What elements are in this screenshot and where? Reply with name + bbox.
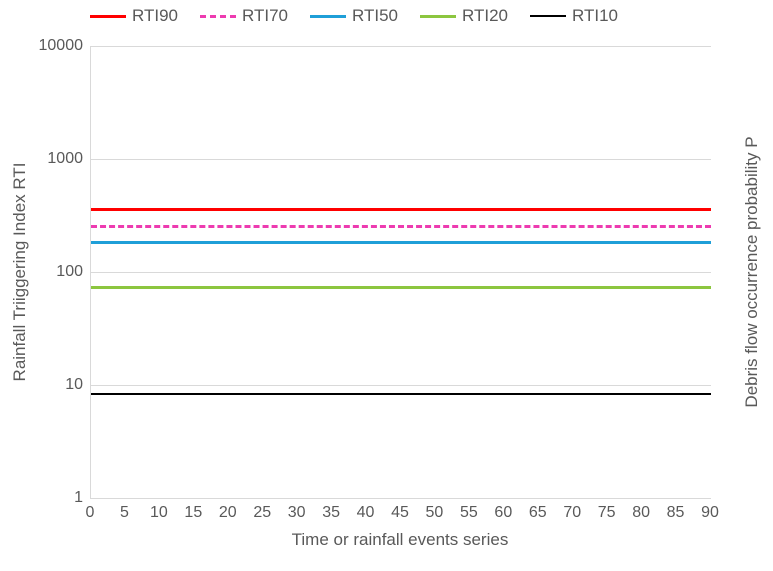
x-tick-label: 5 <box>109 504 139 522</box>
y-tick-label: 10 <box>33 376 83 394</box>
x-tick-label: 30 <box>282 504 312 522</box>
legend-label: RTI90 <box>132 6 178 26</box>
x-tick-label: 50 <box>419 504 449 522</box>
legend-item-RTI70: RTI70 <box>200 6 288 26</box>
legend-label: RTI50 <box>352 6 398 26</box>
x-tick-label: 15 <box>178 504 208 522</box>
legend-label: RTI20 <box>462 6 508 26</box>
gridline <box>91 498 711 499</box>
series-RTI70 <box>91 225 711 228</box>
y-tick-label: 100 <box>33 263 83 281</box>
x-tick-label: 10 <box>144 504 174 522</box>
x-tick-label: 75 <box>592 504 622 522</box>
gridline <box>91 159 711 160</box>
x-tick-label: 45 <box>385 504 415 522</box>
legend-item-RTI20: RTI20 <box>420 6 508 26</box>
legend-item-RTI10: RTI10 <box>530 6 618 26</box>
legend-label: RTI10 <box>572 6 618 26</box>
legend-item-RTI50: RTI50 <box>310 6 398 26</box>
series-RTI90 <box>91 208 711 211</box>
legend: RTI90 RTI70 RTI50 RTI20 RTI10 <box>90 6 710 26</box>
y-axis-label-right: Debris flow occurrence probability P <box>742 136 762 407</box>
x-tick-label: 40 <box>351 504 381 522</box>
y-axis-label-left: Rainfall Triiggering Index RTI <box>10 163 30 382</box>
series-RTI20 <box>91 286 711 289</box>
legend-swatch <box>90 15 126 18</box>
gridline <box>91 385 711 386</box>
legend-item-RTI90: RTI90 <box>90 6 178 26</box>
x-tick-label: 35 <box>316 504 346 522</box>
x-tick-label: 65 <box>523 504 553 522</box>
x-tick-label: 90 <box>695 504 725 522</box>
series-RTI10 <box>91 393 711 395</box>
y-tick-label: 10000 <box>33 37 83 55</box>
legend-swatch <box>530 15 566 17</box>
x-axis-label: Time or rainfall events series <box>90 530 710 550</box>
chart-container: RTI90 RTI70 RTI50 RTI20 RTI10 Rainfall Triig… <box>0 0 773 571</box>
legend-swatch <box>200 15 236 18</box>
y-tick-label: 1000 <box>33 150 83 168</box>
gridline <box>91 272 711 273</box>
x-tick-label: 80 <box>626 504 656 522</box>
gridline <box>91 46 711 47</box>
x-tick-label: 0 <box>75 504 105 522</box>
x-tick-label: 55 <box>454 504 484 522</box>
x-tick-label: 85 <box>661 504 691 522</box>
series-RTI50 <box>91 241 711 244</box>
x-tick-label: 20 <box>213 504 243 522</box>
legend-label: RTI70 <box>242 6 288 26</box>
plot-area <box>90 46 711 499</box>
legend-swatch <box>310 15 346 18</box>
x-tick-label: 70 <box>557 504 587 522</box>
x-tick-label: 60 <box>488 504 518 522</box>
legend-swatch <box>420 15 456 18</box>
x-tick-label: 25 <box>247 504 277 522</box>
